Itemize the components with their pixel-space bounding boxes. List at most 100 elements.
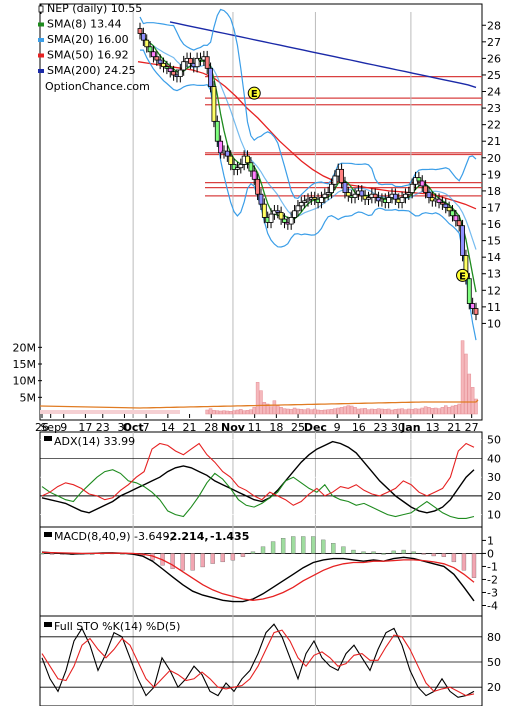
xtick-label-7-24: 7	[143, 421, 150, 434]
macd-histogram-bar-24	[280, 538, 286, 554]
candle-body-13	[181, 61, 187, 71]
candle-body-56	[325, 192, 331, 195]
volume-bar-47	[296, 408, 300, 415]
volume-bar-41	[276, 405, 280, 415]
volume-bar-21	[208, 408, 213, 415]
candle-body-45	[288, 217, 294, 225]
candle-body-39	[268, 213, 274, 223]
volume-bar-27	[228, 411, 233, 415]
volume-bar-85	[423, 406, 428, 415]
candle-body-20	[204, 56, 210, 69]
candle-body-80	[406, 192, 412, 195]
volume-bar-96	[460, 340, 465, 415]
volume-bar-30	[239, 409, 243, 415]
volume-bar-31	[242, 410, 246, 415]
volume-bar-35	[255, 382, 260, 415]
volume-bar-26	[225, 410, 230, 415]
macd-histogram-bar-39	[431, 553, 436, 557]
adx-ytick-40: 40	[487, 452, 501, 465]
candle-body-54	[319, 197, 324, 203]
candle-body-99	[470, 303, 476, 309]
candle-body-92	[446, 207, 452, 212]
xtick-label-30-82: 30	[391, 421, 405, 434]
earnings-marker-label-1: E	[251, 89, 258, 100]
volume-bar-45	[289, 409, 293, 415]
candle-body-37	[261, 203, 267, 218]
volume-bar-87	[430, 408, 435, 415]
xtick-label-25-59: 25	[291, 421, 305, 434]
macd-ytick--4: -4	[487, 599, 498, 612]
candle-body-23	[214, 120, 220, 142]
candle-body-43	[282, 218, 287, 223]
candle-body-42	[278, 212, 284, 220]
volume-bar-83	[417, 408, 421, 415]
volume-bar-44	[286, 408, 290, 415]
candle-body-2	[144, 39, 150, 48]
volume-bar-99	[470, 387, 475, 415]
xtick-label-16-73: 16	[352, 421, 366, 434]
adx-ytick-50: 50	[487, 434, 501, 447]
candle-body-76	[392, 193, 398, 200]
candle-body-22	[211, 86, 217, 122]
macd-histogram-bar-20	[240, 553, 246, 557]
macd-histogram-bar-43	[471, 553, 477, 578]
candle-body-32	[245, 155, 250, 164]
candle-body-96	[460, 225, 465, 256]
volume-bar-33	[249, 409, 253, 415]
volume-bar-91	[444, 405, 448, 415]
bollinger-lower-band	[140, 49, 477, 341]
volume-bar-92	[447, 407, 451, 415]
macd-histogram-bar-15	[190, 553, 195, 571]
legend-swatch-3	[38, 53, 44, 58]
sma200-line	[169, 21, 477, 89]
volume-bar-58	[333, 408, 337, 415]
panel-border-1	[39, 3, 483, 421]
candle-body-64	[352, 193, 358, 198]
adx-ytick-20: 20	[487, 490, 501, 503]
candle-body-6	[157, 59, 163, 64]
candle-body-83	[416, 177, 422, 182]
xtick-label-28-39: 28	[204, 421, 218, 434]
volume-bar-66	[360, 408, 364, 415]
candle-body-60	[339, 168, 345, 184]
macd-histogram-bar-35	[391, 550, 396, 554]
candle-body-24	[218, 140, 224, 154]
volume-bar-59	[336, 407, 340, 415]
volume-bar-20	[205, 409, 209, 415]
price-ytick-label-28: 28	[487, 19, 501, 32]
volume-bar-36	[259, 390, 263, 415]
volume-bar-82	[413, 408, 418, 415]
price-ytick-label-22: 22	[487, 119, 501, 132]
macd-histogram-bar-42	[461, 553, 467, 571]
sto-title: Full STO %K(14) %D(5)	[54, 620, 180, 633]
volume-bar-77	[396, 408, 401, 415]
xtick-label-Sep-2: Sep	[40, 421, 61, 434]
sto-ytick-80: 80	[487, 631, 501, 644]
legend-entry-0: NEP (daily) 10.55	[47, 2, 142, 15]
volume-bar-23	[215, 410, 220, 415]
candle-body-90	[439, 202, 445, 205]
candle-body-93	[450, 210, 455, 217]
price-ytick-label-20: 20	[487, 152, 501, 165]
xtick-label-18-54: 18	[269, 421, 283, 434]
macd-legend-swatch	[44, 532, 52, 537]
price-ytick-label-15: 15	[487, 235, 501, 248]
volume-bar-54	[319, 410, 324, 415]
volume-bar-28	[232, 410, 236, 415]
sma8-line	[139, 33, 477, 293]
candle-body-41	[275, 210, 281, 213]
candle-body-78	[399, 197, 405, 203]
volume-bar-89	[437, 408, 441, 415]
earnings-marker-label-2: E	[459, 271, 466, 282]
xtick-label-Oct-21: Oct	[123, 421, 144, 434]
macd-histogram-bar-37	[411, 551, 416, 554]
volume-bar-68	[366, 409, 371, 415]
xtick-label-21-34: 21	[183, 421, 197, 434]
volume-bar-76	[393, 409, 398, 415]
candle-body-30	[238, 164, 244, 169]
candle-body-55	[322, 193, 328, 198]
candle-body-66	[359, 190, 365, 197]
candle-body-27	[228, 155, 234, 165]
sto-ytick-20: 20	[487, 681, 501, 694]
volume-bar-40	[272, 400, 277, 415]
